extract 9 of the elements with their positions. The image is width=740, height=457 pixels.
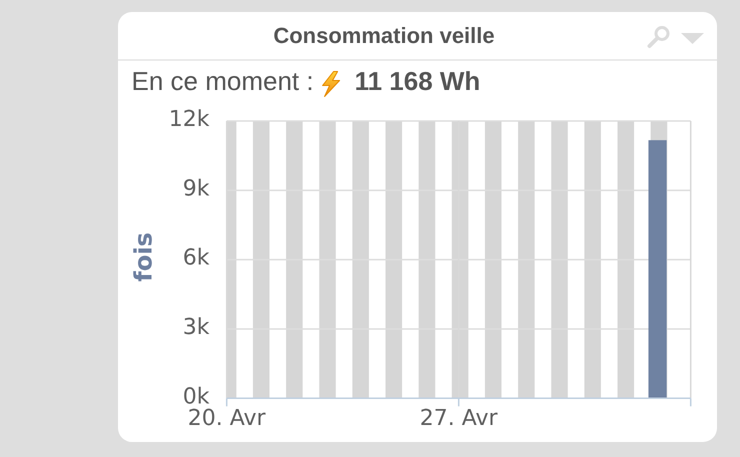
chart-title: Consommation veille <box>273 23 495 48</box>
y-tick-label: 9k <box>182 176 210 202</box>
y-tick-label: 12k <box>168 107 210 132</box>
y-axis-title: fois <box>130 232 158 282</box>
text: 11 168 Wh <box>354 66 480 96</box>
y-tick-label: 6k <box>182 246 210 271</box>
x-tick-label: 27. Avr <box>420 406 499 431</box>
y-tick-label: 3k <box>182 314 210 340</box>
chart-subtitle: En ce moment : <box>132 66 314 96</box>
